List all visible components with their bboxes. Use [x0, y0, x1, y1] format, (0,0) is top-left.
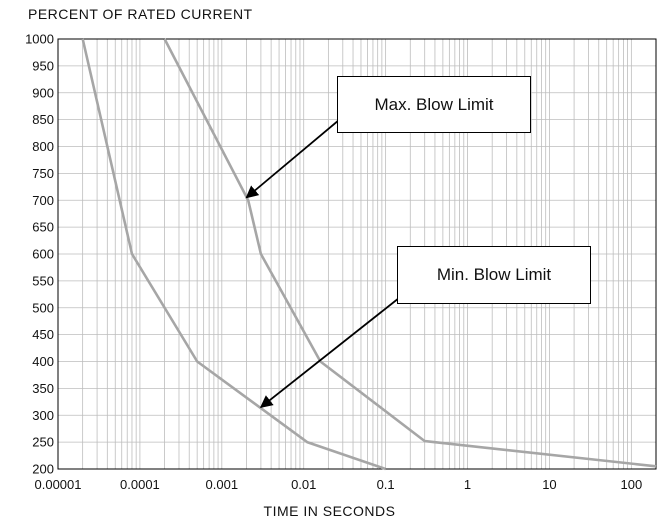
y-axis-title: PERCENT OF RATED CURRENT — [28, 6, 253, 22]
max-blow-arrow — [245, 119, 340, 199]
x-tick-label: 0.01 — [291, 477, 316, 492]
x-tick-label: 0.0001 — [120, 477, 160, 492]
x-tick-label: 0.00001 — [35, 477, 82, 492]
x-tick-label: 0.001 — [206, 477, 239, 492]
min-blow-line — [81, 38, 387, 471]
y-tick-label: 900 — [32, 85, 54, 100]
min-blow-arrow — [259, 297, 400, 408]
y-tick-label: 550 — [32, 273, 54, 288]
max-blow-label: Max. Blow Limit — [374, 94, 494, 114]
y-tick-label: 400 — [32, 354, 54, 369]
y-tick-label: 200 — [32, 462, 54, 477]
y-tick-labels: 200 250 300 350 400 450 500 550 600 650 700 750 800 8… — [25, 32, 54, 477]
annotation-arrows — [245, 119, 400, 408]
x-axis-title: TIME IN SECONDS — [263, 503, 396, 519]
y-tick-label: 650 — [32, 220, 54, 235]
y-tick-label: 350 — [32, 381, 54, 396]
y-tick-label: 600 — [32, 247, 54, 262]
y-tick-label: 750 — [32, 166, 54, 181]
y-tick-label: 500 — [32, 300, 54, 315]
x-tick-label: 0.1 — [377, 477, 395, 492]
y-tick-label: 1000 — [25, 32, 54, 47]
max-blow-line — [163, 38, 657, 468]
x-tick-label: 1 — [464, 477, 471, 492]
x-tick-labels: 0.00001 0.0001 0.001 0.01 0.1 1 10 100 — [35, 477, 643, 492]
y-tick-label: 300 — [32, 408, 54, 423]
min-blow-callout: Min. Blow Limit — [397, 246, 591, 304]
max-blow-callout: Max. Blow Limit — [337, 76, 531, 133]
y-tick-label: 250 — [32, 435, 54, 450]
y-tick-label: 950 — [32, 58, 54, 73]
y-tick-label: 800 — [32, 139, 54, 154]
y-tick-label: 700 — [32, 193, 54, 208]
y-tick-label: 450 — [32, 327, 54, 342]
x-tick-label: 100 — [620, 477, 642, 492]
min-blow-label: Min. Blow Limit — [436, 265, 552, 284]
series-layer — [81, 38, 657, 471]
plot-frame — [57, 38, 657, 470]
y-tick-label: 850 — [32, 112, 54, 127]
x-tick-label: 10 — [542, 477, 556, 492]
